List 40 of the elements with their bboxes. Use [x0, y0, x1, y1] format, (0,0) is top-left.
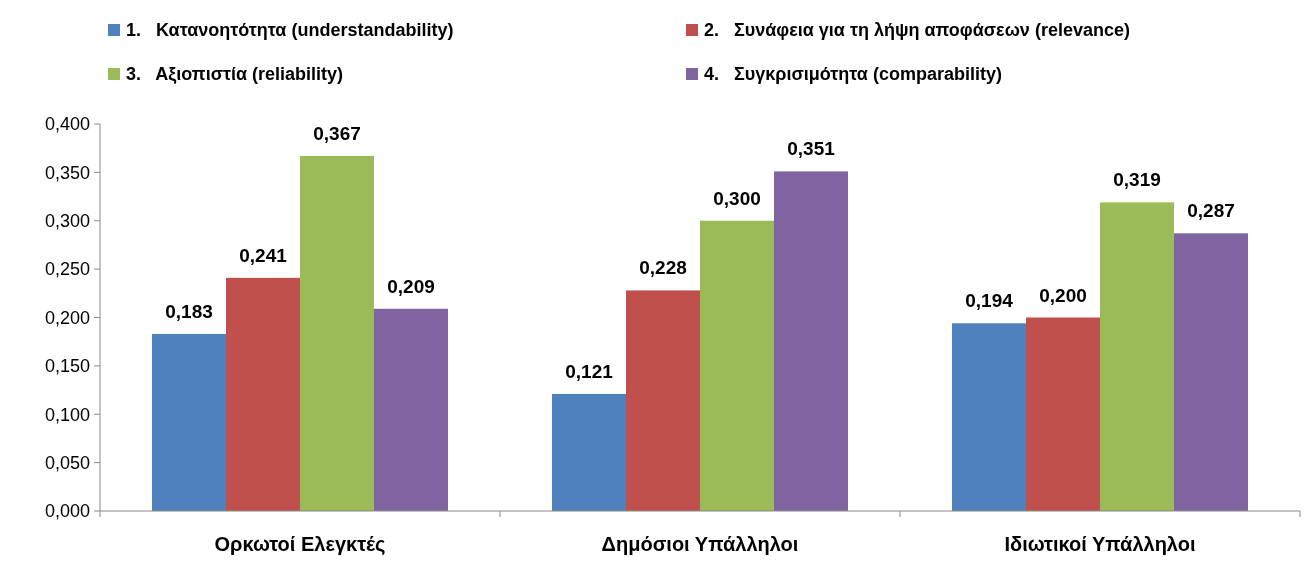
- y-tick-label: 0,000: [44, 501, 90, 522]
- data-label: 0,200: [1039, 284, 1087, 306]
- y-tick-label: 0,100: [44, 404, 90, 425]
- data-label: 0,367: [313, 122, 361, 144]
- bar: [952, 323, 1026, 511]
- data-label: 0,209: [387, 275, 435, 297]
- x-tick-label: Δημόσιοι Υπάλληλοι: [601, 533, 799, 555]
- bar: [626, 290, 700, 511]
- x-tick-label: Ιδιωτικοί Υπάλληλοι: [1004, 533, 1196, 555]
- data-label: 0,300: [713, 187, 761, 209]
- data-label: 0,287: [1187, 200, 1235, 222]
- bar: [1100, 202, 1174, 511]
- bar: [300, 155, 374, 511]
- legend-label: 1. Κατανοητότητα (understandability): [126, 20, 454, 41]
- y-tick-label: 0,300: [44, 211, 90, 232]
- data-label: 0,183: [165, 300, 213, 322]
- bar: [152, 333, 226, 511]
- bar: [226, 277, 300, 511]
- y-tick-label: 0,150: [44, 356, 90, 377]
- legend-label: 3. Αξιοπιστία (reliability): [126, 64, 344, 86]
- bar: [552, 393, 626, 511]
- bar: [1174, 233, 1248, 511]
- y-tick-label: 0,350: [44, 162, 90, 183]
- data-label: 0,351: [787, 138, 836, 160]
- y-tick-label: 0,250: [44, 259, 90, 280]
- y-tick-label: 0,200: [44, 307, 90, 328]
- bar: [374, 308, 448, 511]
- bar: [1026, 317, 1100, 511]
- x-tick-label: Ορκωτοί Ελεγκτές: [214, 533, 386, 555]
- bar: [774, 171, 848, 511]
- data-label: 0,121: [565, 360, 614, 382]
- data-label: 0,319: [1113, 169, 1161, 191]
- data-label: 0,228: [639, 257, 687, 279]
- data-label: 0,194: [965, 290, 1014, 312]
- y-tick-label: 0,050: [44, 452, 90, 473]
- data-label: 0,241: [239, 244, 288, 266]
- bar: [700, 220, 774, 511]
- y-tick-label: 0,400: [44, 114, 90, 135]
- legend-label: 2. Συνάφεια για τη λήψη αποφάσεων (relevance): [704, 20, 1130, 41]
- legend-label: 4. Συγκρισιμότητα (comparability): [704, 64, 1002, 85]
